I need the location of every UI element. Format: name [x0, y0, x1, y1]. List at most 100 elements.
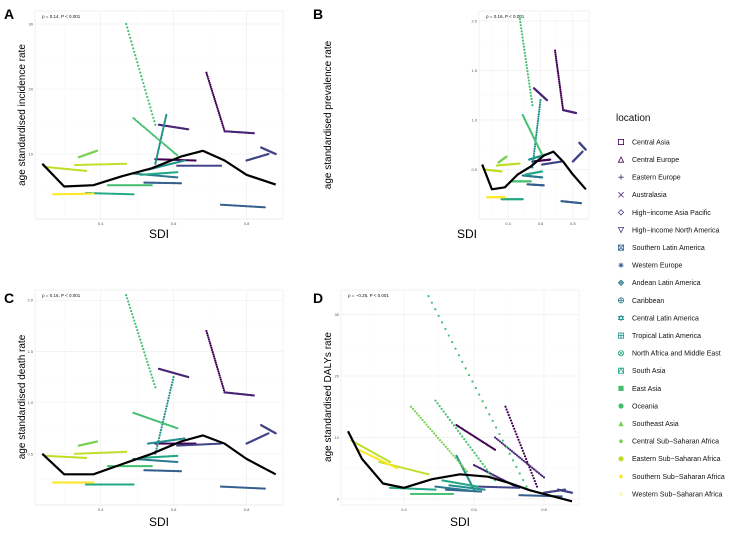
data-point	[515, 465, 518, 468]
data-point	[112, 184, 116, 187]
data-point	[153, 382, 156, 386]
data-point	[538, 108, 541, 111]
legend-item: Southern Sub−Saharan Africa	[619, 474, 725, 481]
data-point	[124, 464, 128, 468]
data-point	[570, 491, 574, 494]
data-point	[450, 421, 454, 424]
data-point	[519, 21, 522, 24]
data-point	[98, 451, 101, 454]
data-point	[127, 29, 130, 33]
data-point	[95, 440, 99, 443]
x-tick-label: 0.8	[570, 221, 576, 226]
data-point	[176, 427, 179, 430]
data-point	[584, 148, 587, 151]
data-point	[162, 142, 165, 145]
data-point	[451, 492, 455, 496]
legend-marker	[619, 474, 623, 479]
panel-A-plot-area	[34, 10, 284, 220]
data-point	[127, 483, 130, 486]
data-point	[169, 386, 173, 389]
data-point	[102, 451, 105, 454]
data-point	[511, 459, 515, 462]
data-point	[112, 162, 115, 166]
data-point	[153, 120, 156, 123]
data-point	[124, 483, 127, 486]
data-point	[487, 471, 490, 474]
data-point	[106, 192, 109, 195]
data-point	[109, 451, 112, 454]
data-point	[112, 451, 115, 454]
legend-label: Western Europe	[632, 263, 683, 270]
series-points	[531, 99, 542, 169]
data-point	[147, 184, 150, 187]
data-point	[431, 430, 434, 433]
data-point	[532, 477, 535, 480]
data-point	[521, 449, 524, 452]
data-point	[208, 81, 211, 84]
data-point	[89, 483, 93, 486]
series-points	[132, 411, 179, 430]
data-point	[501, 439, 504, 442]
data-point	[95, 163, 98, 166]
data-point	[508, 452, 511, 455]
data-point	[514, 430, 517, 433]
series-points	[176, 442, 223, 447]
data-point	[104, 192, 107, 195]
legend-marker	[618, 174, 624, 180]
data-point	[505, 408, 508, 411]
data-point	[400, 466, 403, 469]
y-tick-label: 30	[335, 312, 340, 317]
series-points	[571, 150, 584, 163]
data-point	[176, 164, 179, 167]
data-point	[252, 132, 255, 135]
data-point	[204, 164, 208, 167]
data-point	[150, 109, 153, 112]
data-point	[164, 117, 167, 120]
data-point	[220, 380, 223, 383]
data-point	[150, 184, 153, 187]
data-point	[539, 99, 542, 102]
data-point	[469, 446, 472, 449]
series-points	[245, 432, 270, 445]
data-point	[96, 192, 99, 195]
data-point	[392, 486, 395, 490]
data-point	[534, 469, 537, 472]
data-point	[452, 454, 455, 457]
data-point	[129, 464, 132, 468]
data-point	[148, 367, 151, 370]
panel-B: 0.4 0.6 0.8 0.5 1.0 1.5 2.0 ρ = 0.16, P < 0.001…	[313, 6, 590, 241]
data-point	[124, 184, 128, 187]
y-tick-label: 1.0	[27, 400, 33, 405]
data-point	[471, 380, 474, 383]
data-point	[189, 164, 192, 167]
data-point	[212, 353, 215, 356]
data-point	[252, 394, 255, 397]
y-tick-label: 2.0	[471, 18, 477, 23]
data-point	[186, 164, 189, 167]
data-point	[187, 128, 190, 131]
data-point	[158, 144, 161, 147]
data-point	[122, 483, 125, 486]
data-point	[423, 421, 426, 424]
data-point	[138, 122, 141, 125]
data-point	[143, 184, 146, 187]
x-tick-label: 0.6	[171, 221, 177, 226]
data-point	[205, 73, 209, 76]
data-point	[206, 334, 209, 337]
data-point	[535, 129, 538, 132]
data-point	[137, 332, 140, 335]
y-tick-label: 10	[29, 152, 34, 157]
legend-item: Caribbean	[618, 297, 664, 305]
data-point	[171, 150, 174, 153]
data-point	[216, 365, 219, 369]
legend-marker	[617, 279, 625, 286]
data-point	[206, 75, 209, 78]
data-point	[109, 464, 113, 468]
series-points	[521, 113, 544, 156]
data-point	[216, 164, 220, 167]
data-point	[94, 483, 97, 486]
series-points	[77, 149, 99, 159]
data-point	[216, 107, 219, 111]
data-point	[116, 162, 119, 166]
data-point	[219, 164, 223, 167]
